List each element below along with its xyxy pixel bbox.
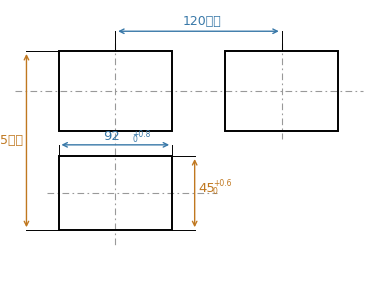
Text: +0.6: +0.6 — [213, 179, 231, 188]
Text: 45: 45 — [198, 182, 215, 195]
Text: +0.8: +0.8 — [132, 130, 151, 139]
Text: 0: 0 — [132, 135, 137, 144]
Text: 120以上: 120以上 — [183, 15, 222, 28]
Bar — [225, 51, 338, 131]
Text: 0: 0 — [213, 187, 218, 196]
Bar — [59, 51, 172, 131]
Text: 75以上: 75以上 — [0, 134, 23, 147]
Text: 92: 92 — [103, 130, 120, 143]
Bar — [59, 156, 172, 230]
